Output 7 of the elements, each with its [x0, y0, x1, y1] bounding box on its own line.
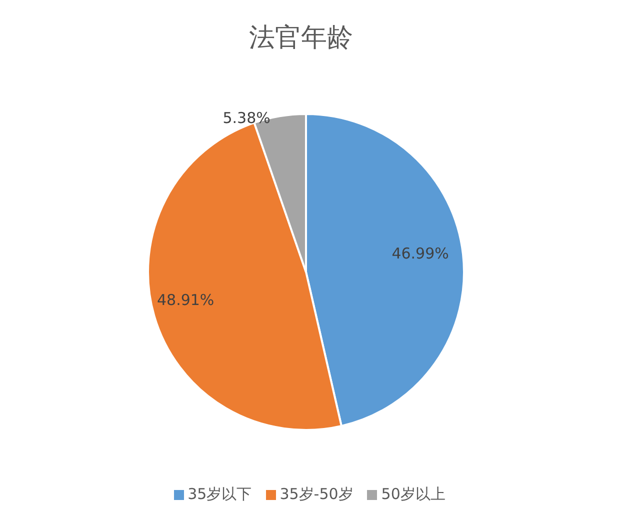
- data-label: 5.38%: [222, 109, 270, 128]
- legend-label: 50岁以上: [380, 485, 446, 504]
- legend-label: 35岁-50岁: [278, 485, 354, 504]
- data-label: 46.99%: [392, 244, 449, 262]
- legend-label: 35岁以下: [186, 485, 252, 504]
- chart-title: 法官年龄: [249, 23, 353, 53]
- data-label: 48.91%: [157, 291, 214, 310]
